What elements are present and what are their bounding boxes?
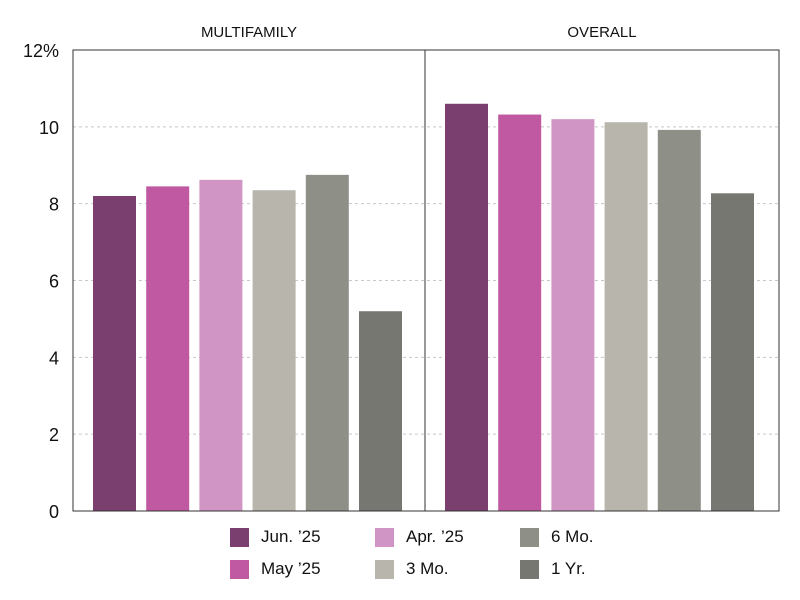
y-tick-label: 10: [39, 118, 59, 138]
legend-item: Jun. ’25: [230, 526, 321, 548]
bar-overall-5: [657, 129, 701, 511]
bar-multifamily-4: [252, 190, 296, 512]
panel-title: OVERALL: [567, 24, 636, 41]
panel-frame: [424, 49, 780, 512]
y-tick-label: 0: [49, 502, 59, 522]
bar-multifamily-3: [199, 179, 243, 511]
y-tick-label: 2: [49, 425, 59, 445]
legend-swatch: [520, 559, 539, 579]
panel-title: MULTIFAMILY: [201, 24, 297, 41]
legend-label: Apr. ’25: [406, 527, 464, 546]
legend-swatch: [230, 559, 249, 579]
legend-swatch: [375, 559, 394, 579]
legend-label: Jun. ’25: [261, 527, 321, 546]
y-tick-label: 12%: [23, 41, 59, 61]
legend-label: 3 Mo.: [406, 559, 449, 578]
y-tick-label: 4: [49, 348, 59, 368]
bar-multifamily-2: [146, 186, 190, 512]
legend-swatch: [520, 527, 539, 547]
legend-item: 3 Mo.: [375, 558, 449, 580]
legend: Jun. ’25 May ’25 Apr. ’25 3 Mo. 6 Mo. 1 Yr.: [230, 524, 650, 588]
bar-overall-3: [551, 119, 595, 512]
y-axis-ticks: 0 2 4 6 8 10 12%: [23, 41, 59, 522]
bar-overall-2: [498, 114, 542, 511]
legend-item: Apr. ’25: [375, 526, 464, 548]
legend-swatch: [375, 527, 394, 547]
legend-label: 1 Yr.: [551, 559, 586, 578]
bar-multifamily-5: [305, 174, 349, 511]
bar-overall-6: [711, 193, 754, 511]
legend-item: May ’25: [230, 558, 321, 580]
bar-multifamily-1: [93, 195, 136, 511]
bar-overall-4: [604, 122, 648, 512]
panel-titles: MULTIFAMILY OVERALL: [201, 24, 637, 41]
y-tick-label: 8: [49, 195, 59, 215]
legend-item: 1 Yr.: [520, 558, 586, 580]
y-tick-label: 6: [49, 272, 59, 292]
bars: [93, 103, 754, 512]
legend-item: 6 Mo.: [520, 526, 594, 548]
bar-overall-1: [445, 103, 488, 512]
bar-multifamily-6: [359, 311, 402, 511]
legend-label: 6 Mo.: [551, 527, 594, 546]
legend-swatch: [230, 527, 249, 547]
panel-frames: [72, 49, 780, 512]
legend-label: May ’25: [261, 559, 321, 578]
